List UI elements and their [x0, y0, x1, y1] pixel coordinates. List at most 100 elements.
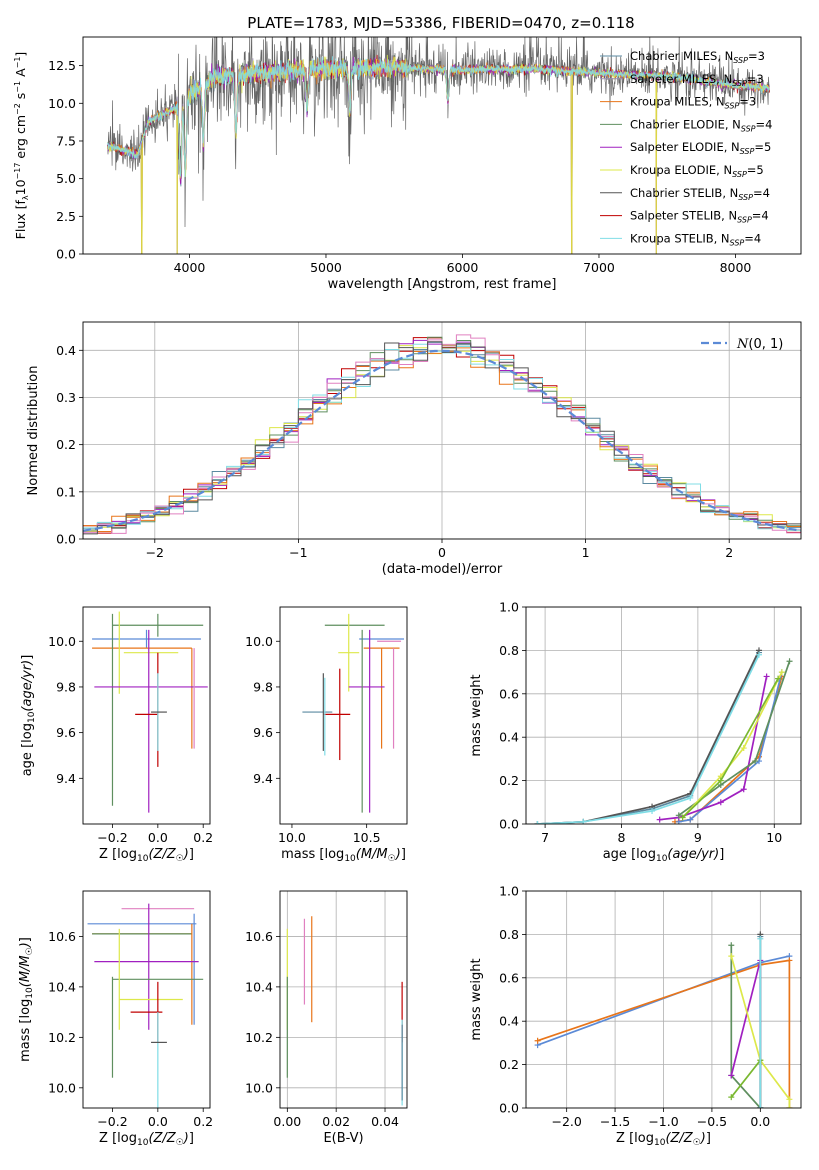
errorbar-point — [92, 629, 201, 649]
y-tick-label: 0.3 — [56, 390, 76, 405]
x-tick-label: 0 — [438, 545, 446, 560]
age-vs-metallicity-panel: −0.2 0.0 0.2 9.4 9.6 9.8 10.0 Z [log10(Z/Z☉)] ag… — [20, 606, 213, 864]
spectrum-panel: 4000 5000 6000 7000 8000 0.0 2.5 5.0 7.5 10.0 12.5… — [13, 36, 802, 292]
legend-label: Chabrier ELODIE, NSSP=4 — [630, 117, 772, 133]
plot-area — [92, 611, 208, 813]
data-point-marker — [786, 658, 793, 665]
x-tick-label: 8 — [618, 830, 626, 845]
data-point-marker — [740, 745, 747, 752]
y-axis-label: mass [log10(M/M☉)] — [18, 937, 35, 1062]
y-tick-label: 9.8 — [253, 679, 273, 694]
y-axis-label: mass weight — [469, 674, 484, 756]
y-axis-label: mass weight — [469, 958, 484, 1040]
x-tick-label: 0.2 — [193, 830, 213, 845]
data-point-marker — [534, 1037, 541, 1044]
x-tick-label: 0.2 — [193, 1114, 213, 1129]
x-tick-label: −0.2 — [97, 1114, 127, 1129]
y-tick-label: 9.8 — [56, 679, 76, 694]
y-tick-label: 0.0 — [56, 532, 76, 547]
y-tick-label: 0.0 — [499, 817, 519, 832]
y-tick-label: 0.4 — [499, 730, 519, 745]
legend-label: Salpeter STELIB, NSSP=4 — [630, 209, 769, 225]
data-point-marker — [740, 786, 747, 793]
x-axis-label: mass [log10(M/M☉)] — [281, 847, 406, 864]
y-tick-label: 10.6 — [245, 929, 273, 944]
data-point-marker — [675, 812, 682, 819]
data-point-marker — [728, 953, 735, 960]
axes: 0.00 0.02 0.04 10.0 10.2 10.4 10.6 — [245, 929, 399, 1129]
y-tick-label: 10.0 — [48, 96, 76, 111]
x-axis-label: E(B-V) — [323, 1131, 363, 1146]
y-tick-label: 0.4 — [499, 1014, 519, 1029]
y-tick-label: 9.6 — [253, 725, 273, 740]
y-tick-label: 0.6 — [499, 686, 519, 701]
legend-label: Kroupa MILES, NSSP=3 — [630, 95, 756, 111]
data-point-marker — [534, 821, 541, 824]
x-tick-label: 0.02 — [322, 1114, 350, 1129]
axes-frame — [82, 890, 211, 1109]
spectrum-legend: Chabrier MILES, NSSP=3 Salpeter MILES, NS… — [600, 49, 772, 247]
y-tick-label: 9.4 — [56, 771, 76, 786]
data-point-marker — [687, 816, 694, 823]
plot-area — [526, 607, 801, 824]
axes: 7 8 9 10 0.0 0.2 0.4 0.6 0.8 1.0 — [499, 600, 782, 846]
x-axis-label: Z [log10(Z/Z☉)] — [616, 1131, 711, 1148]
legend-label: Chabrier MILES, NSSP=3 — [630, 49, 765, 65]
normal-distribution-curve — [83, 349, 801, 532]
data-point-marker — [786, 957, 793, 964]
x-axis-label: Z [log10(Z/Z☉)] — [99, 847, 194, 864]
data-point-marker — [786, 1105, 793, 1108]
y-tick-label: 0.2 — [499, 1057, 519, 1072]
y-axis-label: Normed distribution — [26, 366, 41, 496]
x-tick-label: 8000 — [720, 260, 752, 275]
y-tick-label: 10.6 — [48, 929, 76, 944]
axes-frame — [82, 36, 802, 255]
x-tick-label: 4000 — [174, 260, 206, 275]
residuals-histogram-panel: −2 −1 0 1 2 0.0 0.1 0.2 0.3 0.4 N(0, 1) (data-model… — [26, 321, 802, 577]
axes-frame — [279, 606, 408, 825]
y-tick-label: 10.0 — [245, 634, 273, 649]
x-tick-label: 6000 — [447, 260, 479, 275]
y-tick-label: 0.8 — [499, 643, 519, 658]
x-tick-label: −1.5 — [600, 1114, 630, 1129]
axes-frame — [525, 606, 802, 825]
x-axis-label: (data-model)/error — [382, 562, 503, 577]
data-point-marker — [687, 794, 694, 801]
axes-frame — [82, 606, 211, 825]
mass-weight-series-line — [537, 959, 791, 1108]
legend-label: Chabrier STELIB, NSSP=4 — [630, 186, 770, 202]
x-tick-label: 10.0 — [278, 830, 306, 845]
y-tick-label: 12.5 — [48, 58, 76, 73]
y-tick-label: 10.2 — [48, 1030, 76, 1045]
x-tick-label: 9 — [694, 830, 702, 845]
x-tick-label: 10.5 — [353, 830, 381, 845]
age-vs-mass-panel: 10.0 10.5 9.4 9.6 9.8 10.0 mass [log10(M/M☉)] — [245, 606, 408, 864]
y-tick-label: 10.4 — [48, 979, 76, 994]
legend-label: Kroupa STELIB, NSSP=4 — [630, 231, 761, 247]
x-tick-label: 7 — [541, 830, 549, 845]
data-point-marker — [679, 814, 686, 821]
y-tick-label: 9.6 — [56, 725, 76, 740]
data-point-marker — [728, 942, 735, 949]
plot-area — [280, 891, 407, 1108]
x-tick-label: 0.0 — [750, 1114, 770, 1129]
axes: −0.2 0.0 0.2 10.0 10.2 10.4 10.6 — [48, 929, 213, 1129]
plot-area — [87, 903, 204, 1108]
y-axis-label: Flux [fλ10−17 erg cm−2 s−1 A−1] — [13, 52, 30, 240]
histogram-series — [83, 334, 801, 539]
data-point-marker — [757, 1105, 764, 1108]
y-tick-label: 1.0 — [499, 600, 519, 615]
x-tick-label: −0.2 — [97, 830, 127, 845]
data-point-marker — [763, 673, 770, 680]
data-point-marker — [757, 935, 764, 942]
histogram-series — [83, 341, 801, 539]
x-tick-label: −1 — [289, 545, 307, 560]
mass-weight-vs-metallicity-panel: −2.0 −1.5 −1.0 −0.5 0.0 0.0 0.2 0.4 0.6 0.8 1.0 Z [… — [469, 884, 802, 1148]
x-tick-label: 10 — [766, 830, 782, 845]
data-point-marker — [775, 675, 782, 682]
x-tick-label: −2.0 — [551, 1114, 581, 1129]
axes-frame — [82, 321, 802, 540]
legend-label: Salpeter MILES, NSSP=3 — [630, 72, 764, 88]
y-tick-label: 10.0 — [245, 1080, 273, 1095]
